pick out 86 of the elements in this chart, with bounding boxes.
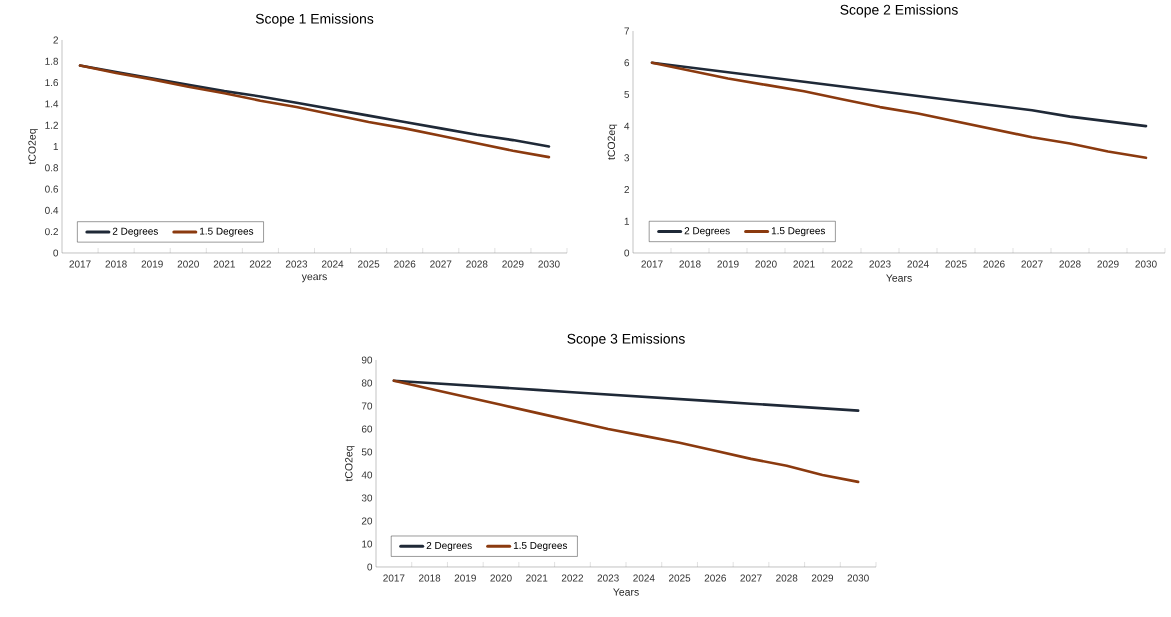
x-tick-label: 2026 [983, 260, 1005, 268]
chart-title: Scope 3 Emissions [567, 333, 685, 347]
x-tick-label: 2026 [394, 260, 416, 268]
x-tick-label: 2029 [811, 574, 834, 582]
y-tick-label: 20 [361, 517, 373, 525]
x-tick-label: 2024 [321, 260, 344, 268]
x-tick-label: 2019 [141, 260, 163, 268]
x-tick-label: 2022 [561, 574, 584, 582]
x-tick-label: 2018 [105, 260, 127, 268]
x-tick-label: 2025 [358, 260, 380, 268]
y-tick-label: 0 [53, 249, 59, 257]
y-tick-label: 0 [624, 249, 630, 257]
x-tick-label: 2022 [831, 260, 853, 268]
x-tick-label: 2020 [755, 260, 777, 268]
x-tick-label: 2017 [641, 260, 663, 268]
y-tick-label: 1.4 [45, 100, 59, 108]
y-tick-label: 1.2 [45, 121, 58, 129]
x-tick-label: 2023 [285, 260, 308, 268]
x-tick-label: 2026 [704, 574, 726, 582]
x-tick-label: 2019 [717, 260, 739, 268]
y-tick-label: 2 [624, 186, 629, 194]
x-axis-title: Years [613, 588, 639, 596]
x-tick-label: 2028 [1059, 260, 1081, 268]
y-tick-label: 1 [53, 143, 59, 150]
x-tick-label: 2019 [454, 574, 476, 582]
x-tick-label: 2022 [249, 260, 271, 268]
y-tick-label: 5 [624, 90, 630, 98]
y-tick-label: 1.8 [45, 57, 59, 65]
x-axis-title: years [301, 274, 327, 283]
x-tick-label: 2025 [669, 574, 691, 582]
x-tick-label: 2018 [419, 574, 441, 582]
x-tick-label: 2024 [907, 260, 929, 268]
y-tick-label: 10 [362, 540, 373, 548]
x-tick-label: 2027 [740, 574, 762, 582]
y-tick-label: 0.8 [45, 164, 59, 172]
y-tick-label: 7 [624, 27, 629, 35]
x-tick-label: 2025 [945, 260, 967, 268]
legend-label: 2 Degrees [112, 227, 158, 237]
y-tick-label: 0.4 [45, 206, 59, 214]
x-tick-label: 2023 [869, 260, 891, 268]
legend-label: 2 Degrees [426, 542, 472, 552]
y-tick-label: 70 [361, 402, 373, 410]
x-tick-label: 2020 [177, 260, 199, 268]
y-tick-label: 60 [361, 425, 373, 433]
x-tick-label: 2020 [490, 574, 512, 582]
x-tick-label: 2021 [213, 260, 235, 268]
chart-title: Scope 2 Emissions [840, 4, 958, 18]
x-tick-label: 2021 [526, 574, 548, 582]
x-tick-label: 2017 [69, 260, 91, 268]
y-tick-label: 40 [361, 471, 373, 479]
y-tick-label: 0.2 [45, 228, 58, 236]
x-tick-label: 2021 [793, 260, 815, 268]
x-tick-label: 2029 [1097, 260, 1119, 268]
y-tick-label: 2 [53, 36, 58, 44]
legend-label: 1.5 Degrees [200, 227, 254, 237]
x-tick-label: 2027 [430, 260, 452, 268]
y-tick-label: 3 [624, 154, 630, 162]
legend-label: 1.5 Degrees [771, 227, 826, 237]
chart-title: Scope 1 Emissions [255, 13, 374, 27]
legend-label: 1.5 Degrees [513, 542, 568, 551]
y-axis-title: tCO2eq [28, 129, 38, 165]
y-tick-label: 80 [361, 379, 373, 387]
y-tick-label: 90 [361, 356, 373, 364]
legend-label: 2 Degrees [684, 227, 730, 237]
x-tick-label: 2029 [502, 260, 524, 268]
x-tick-label: 2030 [1135, 260, 1157, 268]
x-tick-label: 2030 [538, 260, 560, 268]
y-axis-title: tCO2eq [607, 124, 618, 160]
x-tick-label: 2027 [1021, 260, 1043, 268]
y-axis-title: tCO2eq [345, 446, 355, 482]
x-tick-label: 2018 [679, 260, 701, 268]
x-tick-label: 2028 [776, 574, 798, 582]
x-tick-label: 2024 [633, 574, 655, 582]
y-tick-label: 6 [624, 59, 630, 67]
x-axis-title: Years [886, 274, 912, 282]
y-tick-label: 4 [624, 122, 630, 130]
y-tick-label: 30 [361, 494, 373, 502]
x-tick-label: 2023 [597, 574, 619, 582]
x-tick-label: 2017 [383, 574, 405, 582]
x-tick-label: 2028 [466, 260, 488, 268]
x-tick-label: 2030 [847, 574, 869, 582]
y-tick-label: 1.6 [45, 79, 59, 87]
y-tick-label: 0.6 [45, 185, 59, 193]
y-tick-label: 1 [624, 217, 630, 225]
y-tick-label: 0 [367, 563, 373, 571]
y-tick-label: 50 [361, 448, 373, 456]
